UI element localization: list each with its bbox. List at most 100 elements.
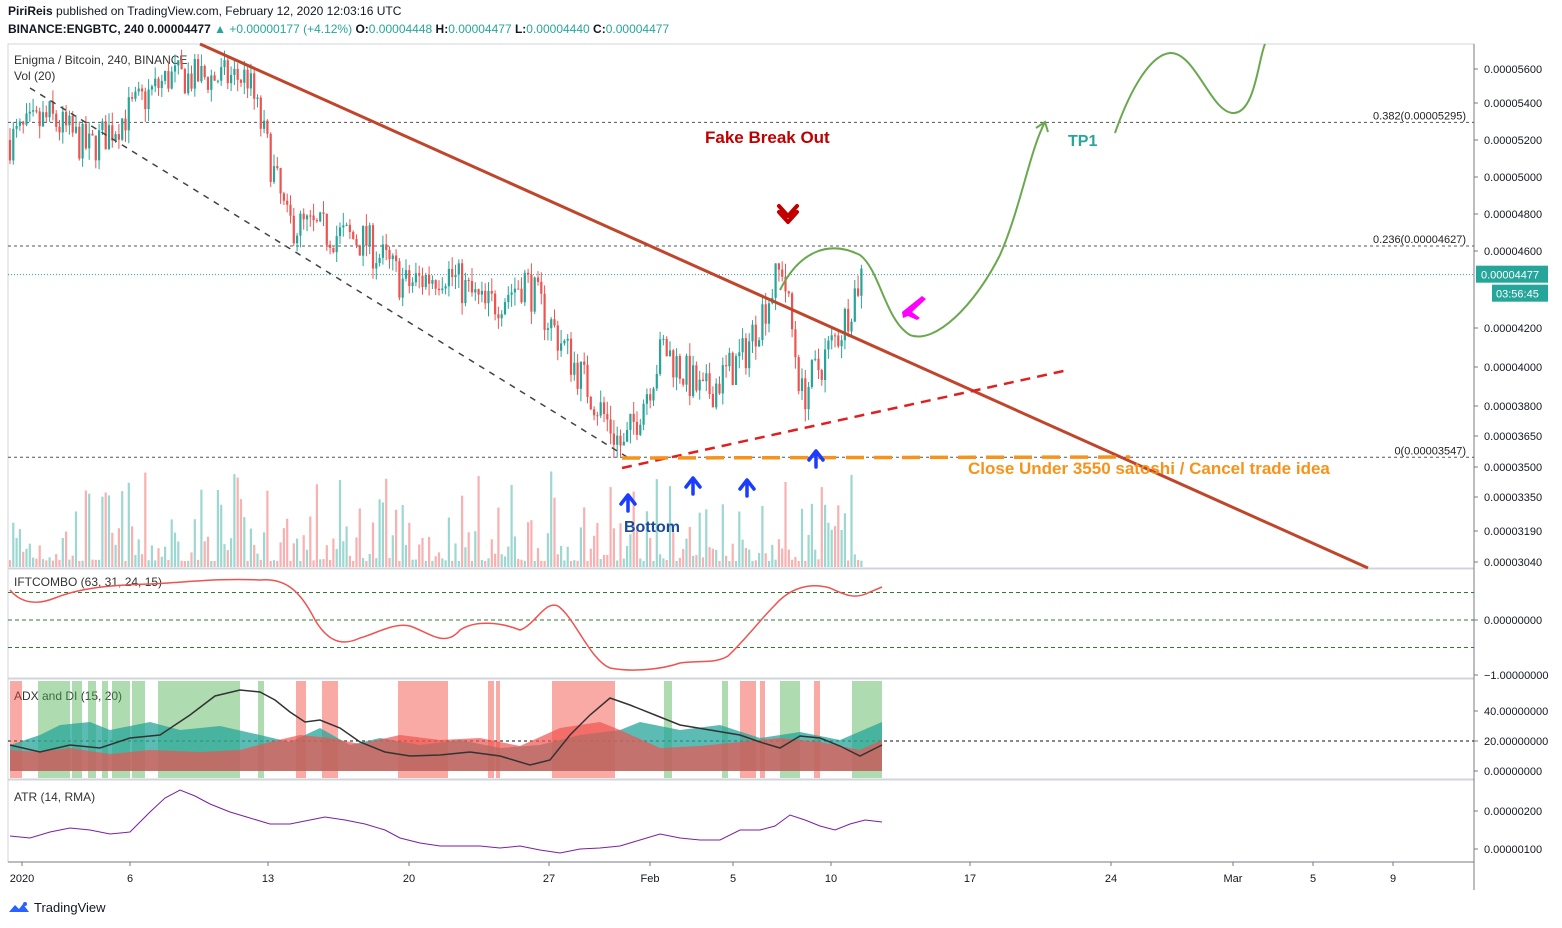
candle-body xyxy=(378,257,381,264)
volume-bar xyxy=(269,560,272,567)
candle-body xyxy=(180,60,183,70)
volume-bar xyxy=(164,546,167,567)
volume-bar xyxy=(424,560,427,567)
up-arrow-icon xyxy=(807,449,825,469)
volume-bar xyxy=(807,534,810,567)
candle-body xyxy=(586,364,589,397)
tradingview-logo-icon xyxy=(9,901,29,912)
volume-bar xyxy=(71,555,74,567)
volume-bar xyxy=(266,490,269,567)
candle-body xyxy=(758,340,761,347)
candle-body xyxy=(804,378,807,410)
volume-bar xyxy=(503,556,507,567)
volume-bar xyxy=(279,542,282,567)
candle-body xyxy=(289,204,292,216)
volume-bar xyxy=(447,517,450,567)
volume-bar xyxy=(213,561,216,567)
volume-bar xyxy=(748,549,751,567)
adx-band xyxy=(496,681,500,778)
candle-body xyxy=(817,358,820,371)
fake-break-out-label: Fake Break Out xyxy=(705,128,830,147)
candle-body xyxy=(22,121,25,125)
volume-bar xyxy=(540,560,543,567)
tradingview-footer[interactable]: TradingView xyxy=(8,900,106,915)
volume-bar xyxy=(457,560,460,567)
volume-bar xyxy=(579,527,582,567)
ift-line xyxy=(9,578,883,671)
candle-body xyxy=(358,245,361,256)
author-name[interactable]: PiriReis xyxy=(8,4,53,18)
candle-body xyxy=(573,362,576,375)
volume-bar xyxy=(375,558,378,567)
candle-body xyxy=(536,277,540,282)
candle-body xyxy=(8,140,12,161)
volume-bar xyxy=(362,558,365,567)
volume-bar xyxy=(721,504,724,567)
volume-bar xyxy=(523,560,526,567)
volume-bar xyxy=(593,535,596,567)
volume-bar xyxy=(239,499,243,567)
candle-body xyxy=(860,268,863,296)
candle-body xyxy=(530,274,533,312)
volume-bar xyxy=(777,539,780,567)
candle-body xyxy=(566,338,569,341)
candle-body xyxy=(28,111,31,114)
candle-body xyxy=(68,115,71,126)
volume-bar xyxy=(236,477,239,567)
price-tick-label: 0.00003650 xyxy=(1484,431,1542,443)
volume-bar xyxy=(74,511,78,567)
volume-bar xyxy=(299,560,302,567)
candle-body xyxy=(276,166,279,169)
candle-body xyxy=(533,277,536,312)
candle-body xyxy=(540,281,543,294)
candle-body xyxy=(546,328,549,330)
volume-bar xyxy=(797,560,800,567)
volume-bar xyxy=(98,559,101,567)
volume-bar xyxy=(632,491,635,567)
candle-body xyxy=(794,329,797,358)
candle-body xyxy=(652,388,655,401)
volume-bar xyxy=(738,511,741,567)
candle-body xyxy=(467,280,470,282)
volume-bar xyxy=(58,559,61,567)
volume-bar xyxy=(263,532,266,567)
time-tick-label: 13 xyxy=(262,873,274,885)
volume-bar xyxy=(497,507,500,567)
volume-bar xyxy=(61,537,64,567)
candle-body xyxy=(725,365,728,367)
time-tick-label: 6 xyxy=(127,873,133,885)
candle-body xyxy=(520,288,523,303)
candle-body xyxy=(599,402,602,416)
candle-body xyxy=(626,429,629,442)
candle-body xyxy=(309,215,312,217)
candle-body xyxy=(477,289,480,295)
candle-body xyxy=(404,270,408,279)
volume-bar xyxy=(180,560,183,567)
volume-bar xyxy=(817,559,820,567)
volume-bar xyxy=(230,538,233,567)
volume-bar xyxy=(860,560,863,567)
candle-body xyxy=(688,355,691,396)
volume-bar xyxy=(256,553,259,567)
candle-body xyxy=(263,120,266,129)
volume-bar xyxy=(114,544,117,567)
volume-bar xyxy=(708,547,711,567)
candle-body xyxy=(523,272,526,303)
candle-body xyxy=(675,356,678,378)
candle-body xyxy=(418,273,421,276)
candle-body xyxy=(338,227,342,237)
candle-body xyxy=(451,268,454,277)
candle-body xyxy=(391,255,394,260)
fib-level-label: 0.236(0.00004627) xyxy=(1373,234,1466,246)
di-minus-area xyxy=(10,722,882,771)
candle-body xyxy=(787,291,790,294)
candle-body xyxy=(210,75,213,90)
volume-bar xyxy=(833,526,837,567)
volume-bar xyxy=(635,530,639,567)
candle-body xyxy=(88,133,91,149)
candle-body xyxy=(853,288,856,322)
candle-body xyxy=(791,293,794,330)
candle-body xyxy=(507,294,510,303)
low-value: 0.00004440 xyxy=(526,22,590,36)
